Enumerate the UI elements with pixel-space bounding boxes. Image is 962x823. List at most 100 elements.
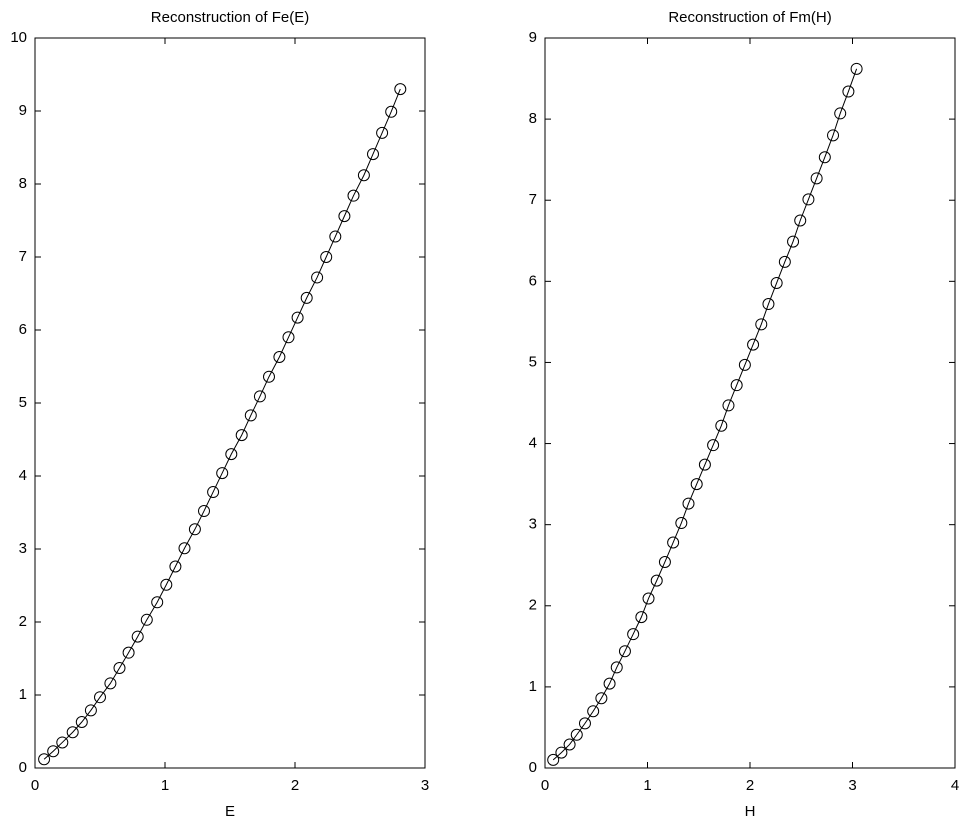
data-point bbox=[610, 661, 623, 674]
data-point bbox=[595, 692, 608, 705]
data-point bbox=[778, 255, 791, 268]
data-point bbox=[635, 611, 648, 624]
data-point bbox=[842, 85, 855, 98]
data-point bbox=[394, 83, 407, 96]
data-point bbox=[376, 126, 389, 139]
data-point bbox=[188, 523, 201, 536]
data-point bbox=[244, 409, 257, 422]
data-point bbox=[320, 251, 333, 263]
data-point bbox=[47, 745, 60, 758]
data-point bbox=[850, 62, 863, 75]
data-point bbox=[707, 439, 720, 452]
data-point bbox=[747, 338, 760, 351]
y-tick-label: 10 bbox=[10, 29, 27, 46]
data-point bbox=[698, 458, 711, 471]
data-point bbox=[338, 210, 351, 223]
data-point bbox=[762, 298, 775, 311]
data-point bbox=[347, 189, 360, 202]
y-tick-label: 5 bbox=[529, 353, 537, 370]
data-point bbox=[603, 677, 616, 690]
data-point bbox=[810, 172, 823, 185]
y-tick-label: 8 bbox=[19, 175, 27, 192]
x-tick-label: 3 bbox=[421, 777, 429, 794]
chart-title: Reconstruction of Fm(H) bbox=[668, 9, 831, 26]
y-tick-label: 6 bbox=[19, 321, 27, 338]
data-point bbox=[56, 736, 69, 749]
x-tick-label: 0 bbox=[31, 777, 39, 794]
data-point bbox=[84, 704, 97, 717]
x-tick-label: 1 bbox=[643, 777, 651, 794]
data-point bbox=[235, 429, 248, 442]
y-tick-label: 9 bbox=[19, 102, 27, 119]
data-point bbox=[547, 753, 560, 766]
y-tick-label: 2 bbox=[19, 613, 27, 630]
data-point bbox=[216, 467, 229, 480]
data-point bbox=[690, 478, 703, 491]
data-point bbox=[282, 331, 295, 344]
data-point bbox=[75, 716, 88, 729]
data-point bbox=[385, 105, 398, 118]
data-point bbox=[140, 613, 153, 626]
y-tick-label: 3 bbox=[529, 516, 537, 533]
data-point bbox=[770, 276, 783, 289]
data-point bbox=[730, 379, 743, 392]
data-point bbox=[225, 448, 238, 461]
data-point bbox=[122, 646, 135, 659]
data-point bbox=[794, 214, 807, 227]
data-point bbox=[94, 691, 106, 704]
y-tick-label: 4 bbox=[19, 467, 27, 484]
data-point bbox=[131, 630, 144, 643]
chart-title: Reconstruction of Fe(E) bbox=[151, 9, 309, 26]
x-tick-label: 3 bbox=[848, 777, 856, 794]
data-point bbox=[570, 728, 583, 741]
data-point bbox=[178, 542, 191, 555]
data-point bbox=[658, 555, 671, 568]
data-line bbox=[43, 88, 401, 760]
y-tick-label: 4 bbox=[529, 435, 537, 452]
data-point bbox=[755, 318, 768, 331]
data-point bbox=[587, 705, 600, 718]
data-point bbox=[66, 726, 79, 739]
data-point bbox=[367, 148, 379, 161]
data-point bbox=[357, 169, 370, 182]
data-point bbox=[818, 151, 831, 164]
data-point bbox=[263, 370, 275, 383]
data-point bbox=[38, 753, 51, 766]
x-tick-label: 2 bbox=[746, 777, 754, 794]
data-point bbox=[642, 592, 655, 605]
data-point bbox=[563, 738, 576, 751]
x-tick-label: 4 bbox=[951, 777, 959, 794]
y-tick-label: 7 bbox=[529, 191, 537, 208]
data-point bbox=[827, 129, 840, 142]
data-point bbox=[291, 311, 304, 324]
x-tick-label: 2 bbox=[291, 777, 299, 794]
data-point bbox=[273, 351, 286, 364]
data-point bbox=[834, 107, 847, 120]
data-point bbox=[151, 596, 164, 609]
axes-frame bbox=[34, 37, 426, 769]
y-tick-label: 0 bbox=[19, 759, 27, 776]
data-point bbox=[160, 578, 173, 591]
axes-frame bbox=[544, 37, 956, 769]
y-tick-label: 3 bbox=[19, 540, 27, 557]
y-tick-label: 1 bbox=[529, 678, 537, 695]
x-axis-label: E bbox=[225, 803, 235, 820]
data-point bbox=[329, 230, 342, 243]
data-point bbox=[578, 717, 591, 730]
data-point bbox=[555, 746, 568, 759]
y-tick-label: 6 bbox=[529, 272, 537, 289]
data-point bbox=[104, 677, 117, 690]
data-point bbox=[682, 497, 695, 510]
data-point bbox=[113, 661, 126, 674]
data-point bbox=[253, 390, 266, 403]
data-point bbox=[802, 193, 815, 206]
data-point bbox=[787, 235, 800, 248]
data-point bbox=[675, 517, 688, 530]
data-line bbox=[552, 68, 858, 761]
data-point bbox=[715, 419, 728, 432]
data-point bbox=[667, 536, 680, 549]
y-tick-label: 0 bbox=[529, 759, 537, 776]
y-tick-label: 1 bbox=[19, 686, 27, 703]
data-point bbox=[300, 291, 313, 304]
